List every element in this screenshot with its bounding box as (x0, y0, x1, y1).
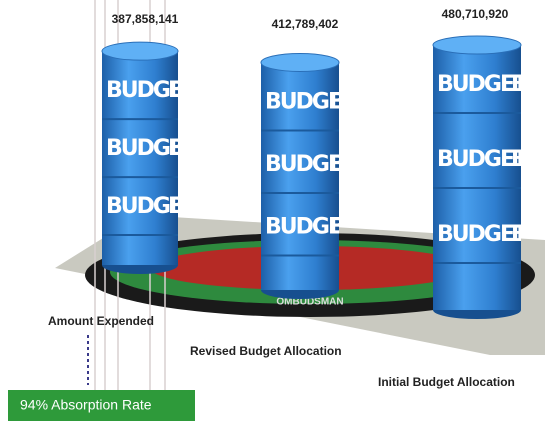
cylinder-text: BUDGET (437, 72, 528, 97)
annotation: 94% Absorption Rate (20, 397, 152, 413)
cylinder-text: BUDGET (168, 194, 259, 219)
cylinder (261, 62, 339, 290)
cylinder-text: BUDGET (106, 136, 197, 161)
value-label: 412,789,402 (272, 17, 339, 31)
cylinder-top (260, 52, 340, 72)
cylinder-text: BUDGET (329, 152, 420, 177)
decor (8, 0, 545, 421)
cylinder-text: BUDGET (106, 194, 197, 219)
cylinder-text: BUDGET (437, 147, 528, 172)
cylinder-top (101, 41, 179, 61)
cylinder-text: BUDGET (265, 89, 356, 114)
cylinder-text: BUDGET (106, 78, 197, 103)
cylinder-text: BUDGET (168, 136, 259, 161)
cylinder-text: BUDGET (265, 214, 356, 239)
cylinder-text: BUDGET (511, 222, 545, 247)
cylinder-top (432, 35, 522, 55)
value-label: 480,710,920 (442, 7, 509, 21)
category-label: Initial Budget Allocation (378, 375, 515, 389)
cylinder (433, 45, 521, 310)
cylinder-text: BUDGET (437, 222, 528, 247)
cylinder-text: BUDGET (168, 78, 259, 103)
category-label: Revised Budget Allocation (190, 344, 342, 358)
cylinder-text: BUDGET (265, 152, 356, 177)
cylinder-text: BUDGET (329, 89, 420, 114)
cylinder (102, 51, 178, 265)
cylinder-text: BUDGET (511, 147, 545, 172)
cylinder-text: BUDGET (329, 214, 420, 239)
cylinder-text: BUDGET (511, 72, 545, 97)
logo-text: OMBUDSMAN (276, 297, 343, 308)
category-label: Amount Expended (48, 314, 154, 328)
value-label: 387,858,141 (112, 12, 179, 26)
